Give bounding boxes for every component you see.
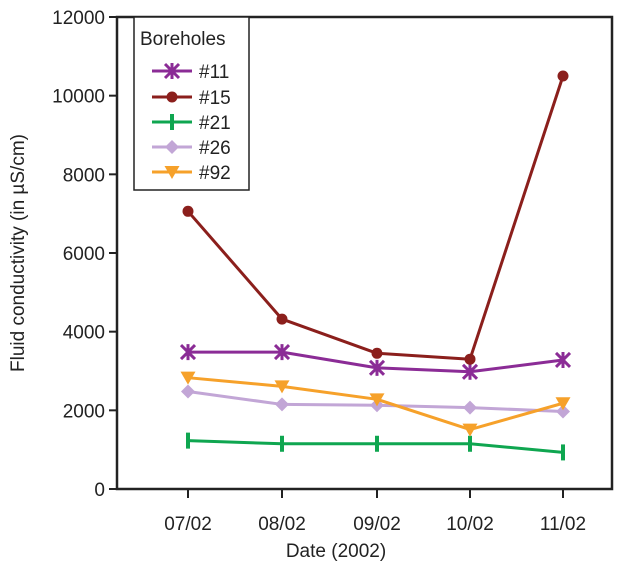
- data-point: [463, 400, 477, 415]
- y-tick-label: 6000: [63, 244, 105, 265]
- x-tick-label: 09/02: [353, 514, 401, 535]
- data-point: [182, 205, 194, 217]
- data-point: [556, 404, 570, 419]
- y-tick-label: 10000: [52, 87, 105, 108]
- legend-marker: [166, 91, 178, 103]
- y-tick-label: 0: [94, 480, 105, 501]
- legend-item: #26: [152, 138, 231, 159]
- legend-box: [133, 16, 250, 191]
- data-point: [461, 363, 479, 380]
- legend-label: #15: [199, 88, 231, 109]
- series-92: [180, 371, 571, 437]
- x-tick-label: 10/02: [446, 514, 494, 535]
- chart-axes: 0 2000 4000 6000 8000 10000 12000 07/02 08/02 09/…: [52, 8, 614, 535]
- series-21: [186, 432, 565, 461]
- data-point: [369, 393, 385, 407]
- legend-marker: [165, 140, 179, 154]
- legend-label: #26: [199, 138, 231, 159]
- data-point: [180, 371, 196, 385]
- data-point: [554, 351, 572, 369]
- data-point: [555, 397, 571, 411]
- y-axis-title: Fluid conductivity (in µS/cm): [8, 134, 29, 372]
- data-point: [276, 313, 288, 325]
- series-11: [179, 344, 572, 380]
- series-15: [182, 70, 569, 365]
- data-point: [274, 380, 290, 394]
- data-point: [273, 344, 291, 361]
- legend-item: #92: [152, 163, 231, 184]
- data-point: [275, 397, 289, 412]
- data-point: [371, 347, 383, 359]
- x-tick-label: 08/02: [258, 514, 306, 535]
- legend-item: #11: [152, 62, 229, 83]
- data-point: [462, 423, 478, 437]
- legend-item: #21: [152, 113, 231, 134]
- data-point: [181, 384, 195, 399]
- series-layer: [179, 70, 572, 461]
- legend-label: #92: [199, 163, 231, 184]
- y-tick-label: 12000: [52, 8, 105, 29]
- legend: Boreholes #11 #15 #21 #26 #92: [133, 16, 250, 191]
- legend-title: Boreholes: [140, 29, 226, 50]
- y-tick-label: 8000: [63, 165, 105, 186]
- x-tick-label: 11/02: [540, 514, 586, 535]
- x-tick-label: 07/02: [164, 514, 212, 535]
- data-point: [368, 359, 386, 376]
- legend-item: #15: [152, 88, 231, 109]
- legend-label: #11: [199, 62, 229, 83]
- legend-marker: [163, 62, 181, 80]
- x-axis-title: Date (2002): [286, 541, 386, 562]
- y-tick-label: 4000: [63, 323, 105, 344]
- data-point: [557, 70, 569, 82]
- data-point: [179, 344, 197, 361]
- legend-marker: [164, 166, 180, 179]
- legend-label: #21: [199, 113, 231, 134]
- y-tick-label: 2000: [63, 401, 105, 422]
- data-point: [464, 353, 476, 365]
